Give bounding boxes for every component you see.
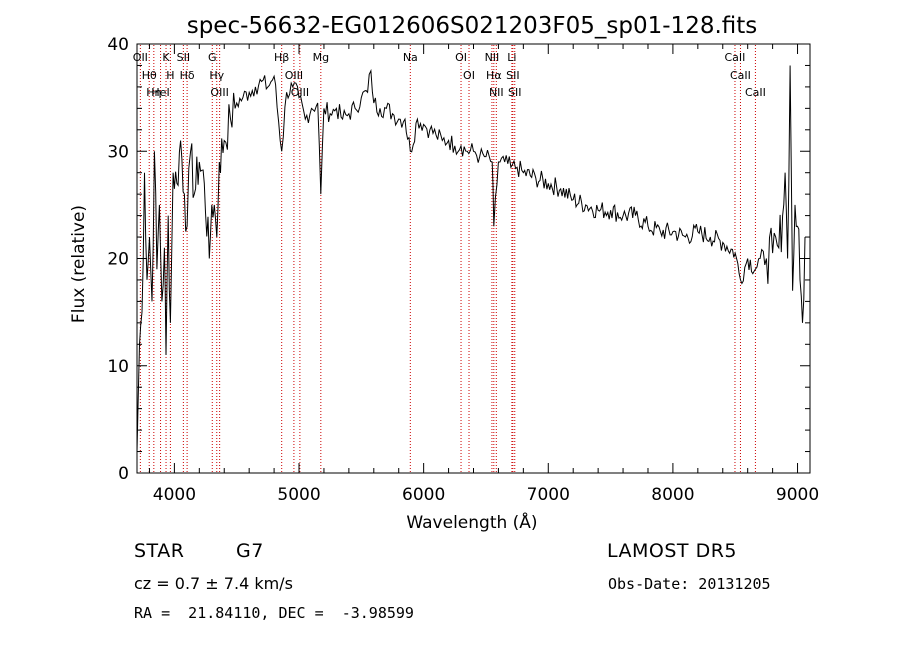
line-label: CaII	[745, 86, 766, 99]
x-tick-label: 9000	[776, 485, 819, 505]
line-label: SII	[506, 69, 519, 82]
plot-frame	[136, 43, 811, 474]
y-tick-label: 30	[107, 142, 129, 162]
line-label: SII	[177, 51, 190, 64]
y-tick-label: 40	[107, 35, 129, 55]
line-label: OIII	[291, 86, 309, 99]
x-tick-label: 4000	[153, 485, 196, 505]
line-label: CaII	[725, 51, 746, 64]
coordinates: RA = 21.84110, DEC = -3.98599	[134, 604, 414, 622]
x-tick-label: 6000	[402, 485, 445, 505]
object-subclass: G7	[236, 540, 264, 562]
line-label: G	[208, 51, 217, 64]
redshift-value: cz = 0.7 ± 7.4 km/s	[134, 574, 293, 593]
line-label: OII	[133, 51, 148, 64]
chart-title: spec-56632-EG012606S021203F05_sp01-128.f…	[187, 13, 758, 39]
line-label: Hα	[486, 69, 502, 82]
line-label: Hγ	[209, 69, 224, 82]
x-axis: 4000 5000 6000 7000 8000 9000	[148, 44, 819, 505]
object-class: STAR	[134, 540, 185, 562]
y-tick-label: 0	[118, 464, 129, 484]
x-tick-label: 5000	[277, 485, 320, 505]
line-label: HeI	[151, 86, 169, 99]
line-label: Hθ	[142, 69, 157, 82]
line-label: Hδ	[180, 69, 195, 82]
line-label: OIII	[210, 86, 228, 99]
y-tick-label: 10	[107, 357, 129, 377]
line-label: OIII	[285, 69, 303, 82]
line-label: OI	[463, 69, 475, 82]
line-label: SII	[508, 86, 521, 99]
x-tick-label: 7000	[527, 485, 570, 505]
x-tick-label: 8000	[651, 485, 694, 505]
line-label: Na	[403, 51, 418, 64]
line-label: K	[162, 51, 170, 64]
line-label: NII	[489, 86, 504, 99]
line-label: Li	[507, 51, 516, 64]
line-label: NII	[485, 51, 500, 64]
spectrum-series	[136, 65, 806, 452]
line-label: Hβ	[274, 51, 289, 64]
survey-name: LAMOST DR5	[607, 540, 737, 562]
line-label: CaII	[730, 69, 751, 82]
observation-date: Obs-Date: 20131205	[608, 575, 771, 593]
y-axis: 0 10 20 30 40	[107, 35, 810, 484]
y-tick-label: 20	[107, 250, 129, 270]
line-label: Mg	[313, 51, 329, 64]
line-label: H	[166, 69, 174, 82]
x-axis-label: Wavelength (Å)	[406, 511, 537, 533]
y-axis-label: Flux (relative)	[69, 205, 89, 323]
line-label: OI	[455, 51, 467, 64]
line-label: Hη	[146, 86, 161, 99]
